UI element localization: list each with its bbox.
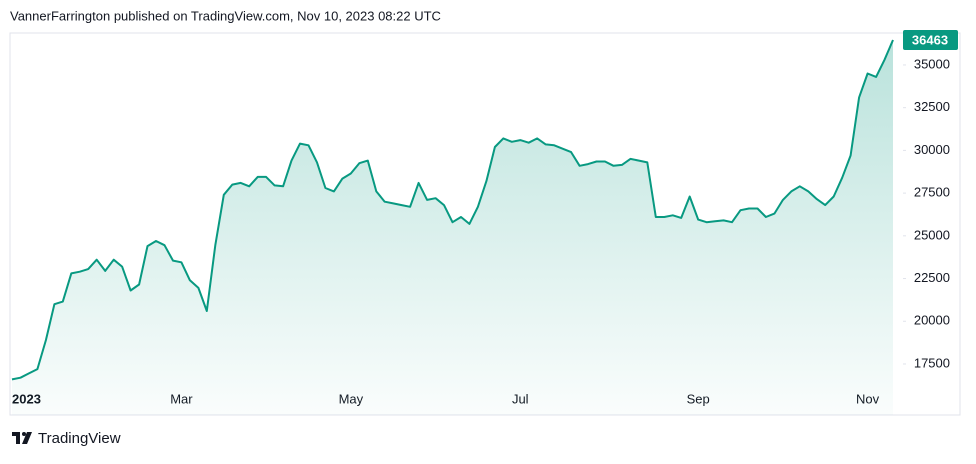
y-tick-label: 22500 bbox=[914, 270, 950, 285]
chart-title: VannerFarrington published on TradingVie… bbox=[10, 8, 441, 23]
last-price-label: 36463 bbox=[912, 32, 948, 47]
y-tick-label: 25000 bbox=[914, 227, 950, 242]
y-tick-label: 35000 bbox=[914, 56, 950, 71]
last-price-tag bbox=[903, 29, 958, 50]
y-tick-label: 32500 bbox=[914, 99, 950, 114]
y-tick-label: 30000 bbox=[914, 142, 950, 157]
area-fill bbox=[12, 40, 893, 415]
y-tick-label: 17500 bbox=[914, 355, 950, 370]
y-tick-label: 27500 bbox=[914, 185, 950, 200]
brand-logo bbox=[12, 432, 32, 444]
price-line bbox=[11, 39, 894, 381]
brand-name: TradingView bbox=[38, 430, 121, 447]
y-tick-label: 20000 bbox=[914, 313, 950, 328]
